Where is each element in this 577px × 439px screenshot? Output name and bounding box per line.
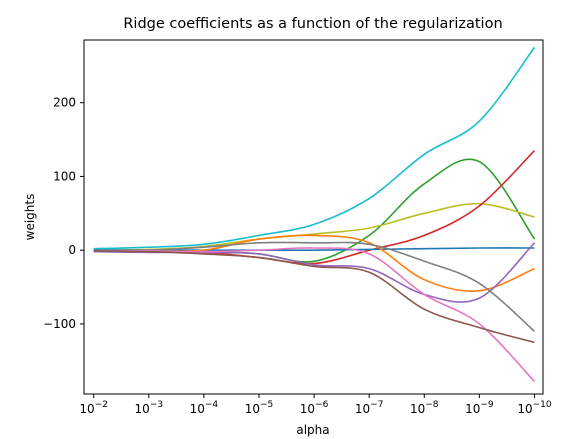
- x-tick-label: 10−2: [79, 400, 108, 416]
- plot-area-frame: [83, 39, 544, 395]
- x-tick-label: 10−4: [190, 400, 219, 416]
- x-tick-label: 10−5: [245, 400, 274, 416]
- x-axis-label: alpha: [296, 423, 329, 437]
- x-axis: 10−2 10−3 10−4 10−5 10−6 10−7 10−8 10−9 10−10: [79, 394, 552, 416]
- x-tick-label: 10−10: [517, 400, 552, 416]
- series-line-8: [93, 241, 536, 332]
- y-tick-label: 200: [53, 96, 76, 110]
- chart-title: Ridge coefficients as a function of the …: [123, 16, 502, 32]
- y-tick-label: −100: [43, 317, 76, 331]
- y-axis-label: weights: [23, 194, 37, 241]
- x-tick-label: 10−6: [300, 400, 329, 416]
- series-line-10: [93, 250, 535, 344]
- series-line-1: [93, 46, 536, 250]
- y-tick-label: 100: [53, 169, 76, 183]
- x-tick-label: 10−9: [465, 400, 494, 416]
- x-tick-label: 10−3: [135, 400, 164, 416]
- y-axis: 200 100 0 −100: [43, 96, 84, 331]
- series-line-9: [93, 247, 536, 383]
- series-lines: [93, 46, 536, 383]
- y-tick-label: 0: [68, 243, 76, 257]
- x-tick-label: 10−7: [355, 400, 384, 416]
- x-tick-label: 10−8: [410, 400, 439, 416]
